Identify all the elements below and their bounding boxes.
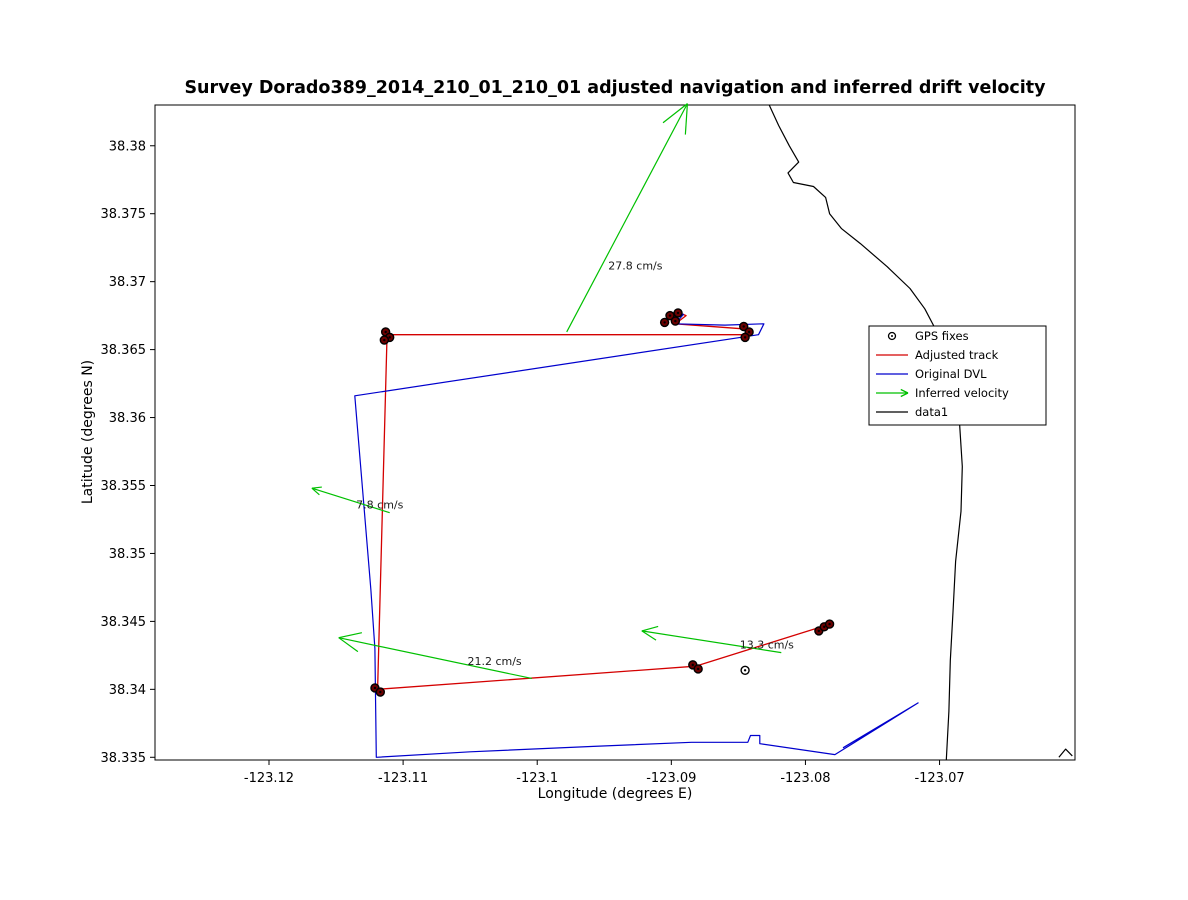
legend-entry-adjusted-track: Adjusted track <box>876 348 999 362</box>
velocity-arrowhead <box>641 630 657 641</box>
y-tick-label: 38.35 <box>109 547 146 562</box>
y-tick-label: 38.345 <box>101 615 147 630</box>
y-tick-label: 38.355 <box>101 479 147 494</box>
gps-fix-dot <box>823 625 826 629</box>
series-data1-line <box>1058 748 1073 758</box>
legend-arrowhead-icon <box>900 392 909 398</box>
gps-fix-dot <box>676 311 680 315</box>
gps-fix-dot <box>373 686 377 690</box>
gps-fix-dot <box>817 629 821 633</box>
legend-entry-label: Original DVL <box>915 367 987 381</box>
velocity-arrow-27-8-cm-s: 27.8 cm/s <box>566 103 689 333</box>
legend-gps-marker-dot-icon <box>891 335 893 337</box>
series-data1-line <box>768 104 963 761</box>
legend-entry-label: Inferred velocity <box>915 386 1009 400</box>
gps-fix-dot <box>743 669 747 672</box>
velocity-label: 13.3 cm/s <box>740 639 794 652</box>
velocity-arrow-shaft <box>311 487 390 514</box>
gps-fix-dot <box>747 330 751 334</box>
legend-box <box>868 325 1047 426</box>
gps-fix-marker <box>665 310 675 321</box>
velocity-arrow-shaft <box>641 630 782 654</box>
velocity-arrow-shaft <box>338 637 532 680</box>
gps-fix-marker <box>824 619 835 629</box>
plot-axes-box <box>154 104 1076 761</box>
y-tick-label: 38.365 <box>101 343 147 358</box>
gps-fix-dot <box>742 325 745 328</box>
legend-entry-inferred-velocity: Inferred velocity <box>876 386 1009 400</box>
gps-fix-marker <box>379 335 390 345</box>
gps-fix-dot <box>384 330 387 334</box>
x-tick-label: -123.11 <box>378 771 428 786</box>
x-tick-label: -123.09 <box>646 771 696 786</box>
gps-fix-dot <box>383 338 386 342</box>
gps-fix-dot <box>743 336 747 339</box>
legend-entry-gps-fixes: GPS fixes <box>887 329 969 343</box>
velocity-arrowhead <box>311 486 322 489</box>
legend-entry-label: GPS fixes <box>915 329 969 343</box>
gps-fix-dot <box>663 321 666 324</box>
gps-fix-dot <box>674 319 677 323</box>
velocity-arrow-21-2-cm-s: 21.2 cm/s <box>338 632 532 680</box>
gps-fix-dot <box>379 690 382 694</box>
gps-fix-marker <box>670 316 681 326</box>
gps-fix-dot <box>696 667 700 671</box>
velocity-arrowhead <box>684 103 689 135</box>
series-adjusted-track-line <box>376 312 826 690</box>
gps-fix-dot <box>668 314 672 317</box>
gps-fix-marker <box>673 308 683 318</box>
legend-entry-original-dvl: Original DVL <box>876 367 987 381</box>
series-original-dvl-line <box>354 312 919 758</box>
gps-fix-marker <box>739 321 749 332</box>
gps-fix-marker <box>375 687 386 697</box>
velocity-arrowhead <box>641 625 659 632</box>
gps-fix-dot <box>828 622 831 626</box>
legend-entry-label: Adjusted track <box>915 348 999 362</box>
x-tick-label: -123.07 <box>914 771 964 786</box>
y-tick-label: 38.36 <box>109 411 146 426</box>
y-tick-label: 38.375 <box>101 207 147 222</box>
x-tick-label: -123.12 <box>244 771 294 786</box>
y-tick-label: 38.38 <box>109 139 146 154</box>
chart-title: Survey Dorado389_2014_210_01_210_01 adju… <box>184 78 1046 98</box>
gps-fix-dot <box>388 336 391 339</box>
x-axis-label: Longitude (degrees E) <box>537 786 693 802</box>
y-tick-label: 38.335 <box>101 751 147 766</box>
velocity-arrow-7-8-cm-s: 7.8 cm/s <box>311 486 404 514</box>
legend-arrowhead-icon <box>900 388 909 394</box>
velocity-arrowhead <box>338 632 363 639</box>
velocity-label: 21.2 cm/s <box>467 655 521 668</box>
x-tick-label: -123.08 <box>780 771 830 786</box>
gps-fix-dot <box>691 663 694 667</box>
legend-entry-label: data1 <box>915 405 948 419</box>
velocity-arrow-shaft <box>566 103 688 333</box>
velocity-label: 27.8 cm/s <box>608 259 662 272</box>
y-tick-label: 38.34 <box>109 683 146 698</box>
velocity-arrow-13-3-cm-s: 13.3 cm/s <box>641 625 794 654</box>
gps-fix-marker <box>740 332 750 343</box>
legend-entry-data1: data1 <box>876 405 948 419</box>
y-tick-label: 38.37 <box>109 275 146 290</box>
velocity-arrowhead <box>662 103 688 124</box>
gps-fix-marker <box>740 665 750 676</box>
velocity-arrowhead <box>338 637 359 653</box>
gps-fix-marker <box>693 664 703 674</box>
gps-fix-marker <box>659 317 670 328</box>
velocity-label: 7.8 cm/s <box>356 499 403 512</box>
velocity-arrowhead <box>311 487 320 496</box>
x-tick-label: -123.1 <box>516 771 558 786</box>
